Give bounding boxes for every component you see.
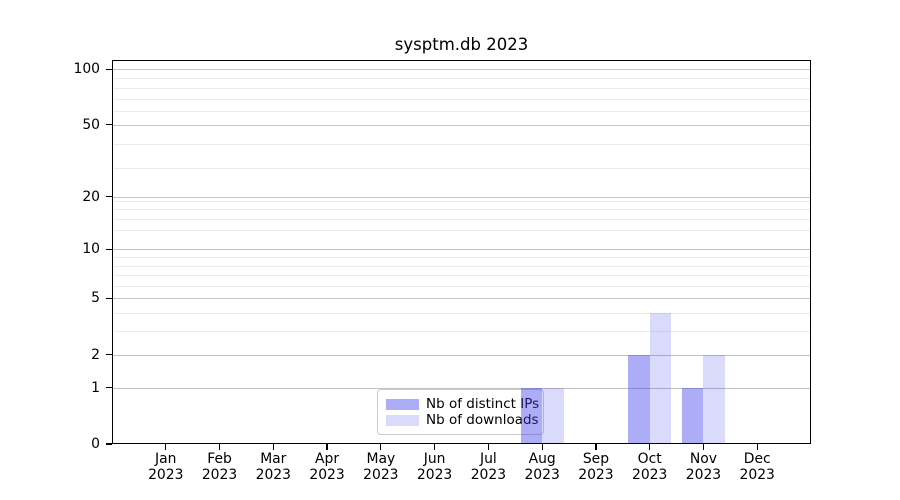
gridline-minor [112, 88, 811, 90]
x-tick-label: Jul 2023 [470, 451, 507, 483]
gridline-minor [112, 265, 811, 267]
legend-swatch-downloads [386, 415, 419, 426]
gridline-minor [112, 209, 811, 211]
gridline-minor [112, 331, 811, 333]
gridline-major [112, 354, 811, 356]
y-tick [106, 387, 112, 389]
chart-title: sysptm.db 2023 [394, 35, 529, 54]
gridline-minor [112, 313, 811, 315]
x-tick-label: May 2023 [363, 451, 399, 483]
gridline-minor [112, 98, 811, 100]
gridline-minor [112, 256, 811, 258]
x-tick-label: Sep 2023 [578, 451, 614, 483]
gridline-minor [112, 218, 811, 220]
y-tick-label: 50 [82, 116, 100, 133]
x-tick-label: Apr 2023 [309, 451, 345, 483]
gridlines-layer [112, 60, 811, 444]
x-tick [649, 444, 651, 450]
plot-area: Nb of distinct IPs Nb of downloads [112, 60, 811, 444]
x-tick-label: Oct 2023 [632, 451, 668, 483]
x-tick-label: Feb 2023 [201, 451, 238, 483]
x-tick [702, 444, 705, 450]
y-tick [106, 354, 112, 356]
y-tick-label: 100 [73, 61, 100, 78]
gridline-minor [112, 144, 811, 146]
gridline-major [112, 298, 811, 300]
y-tick-label: 20 [82, 188, 100, 205]
legend-item-distinct-ips: Nb of distinct IPs [386, 397, 539, 412]
y-tick [106, 68, 112, 70]
bar-downloads [542, 387, 564, 444]
gridline-major [112, 387, 811, 389]
x-tick-label: Mar 2023 [255, 451, 291, 483]
bar-distinct-ips [681, 387, 704, 444]
y-tick [106, 124, 112, 126]
y-tick-label: 5 [91, 290, 100, 307]
y-tick-label: 2 [91, 346, 100, 363]
gridline-major [112, 69, 811, 71]
gridline-minor [112, 111, 811, 113]
x-tick-label: Jun 2023 [416, 451, 453, 483]
x-tick-label: Aug 2023 [524, 451, 560, 483]
gridline-major [112, 249, 811, 251]
x-tick [595, 444, 597, 450]
y-tick [106, 297, 112, 300]
x-tick [487, 444, 489, 450]
gridline-minor [112, 167, 811, 169]
y-tick-label: 10 [82, 241, 100, 258]
bar-downloads [703, 354, 725, 444]
legend-label-distinct-ips: Nb of distinct IPs [426, 396, 540, 412]
gridline-minor [112, 200, 811, 202]
x-tick-label: Dec 2023 [739, 451, 775, 483]
bar-distinct-ips [520, 387, 543, 444]
x-tick [541, 444, 543, 450]
gridline-minor [112, 78, 811, 80]
bar-distinct-ips [628, 354, 650, 444]
y-tick [106, 196, 112, 198]
gridline-minor [112, 285, 811, 287]
x-tick [272, 444, 274, 450]
legend-swatch-distinct-ips [386, 399, 419, 410]
x-tick [434, 444, 436, 450]
legend: Nb of distinct IPs Nb of downloads [377, 389, 544, 435]
y-tick [106, 248, 112, 250]
x-tick [218, 444, 221, 450]
gridline-minor [112, 275, 811, 277]
bar-downloads [649, 313, 672, 444]
y-tick-label: 0 [91, 436, 100, 452]
y-tick [106, 443, 112, 445]
gridline-major [112, 196, 811, 198]
gridline-minor [112, 229, 811, 231]
y-tick-label: 1 [91, 379, 100, 396]
bars-layer [112, 60, 811, 444]
gridline-major [112, 124, 811, 126]
x-tick [326, 444, 328, 450]
x-tick [165, 444, 167, 450]
legend-item-downloads: Nb of downloads [386, 413, 539, 428]
legend-label-downloads: Nb of downloads [426, 412, 539, 428]
x-tick [756, 444, 758, 450]
x-tick-label: Nov 2023 [685, 451, 722, 483]
x-tick-label: Jan 2023 [148, 451, 184, 483]
x-tick [380, 444, 382, 450]
